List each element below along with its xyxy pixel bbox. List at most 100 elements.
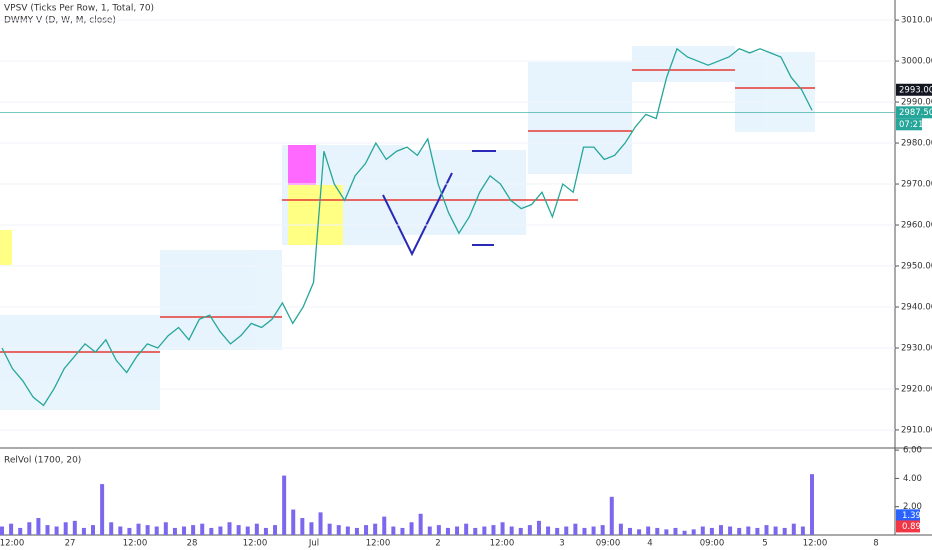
y-tick-label: 2940.00: [901, 303, 932, 313]
volume-bar: [464, 523, 469, 535]
y-tick-label: 2920.00: [901, 384, 932, 394]
x-tick-label: 12:00: [0, 539, 24, 549]
y-tick-label: 2990.00: [901, 98, 932, 108]
y-tick-label: 6.00: [903, 446, 922, 456]
y-tick-label: 4.00: [903, 474, 922, 484]
volume-bar: [136, 523, 141, 535]
profile-box: [160, 250, 282, 350]
y-tick-label: 2950.00: [901, 262, 932, 272]
volume-bar: [309, 522, 314, 535]
volume-bar: [145, 525, 150, 535]
volume-bar: [318, 512, 323, 535]
volume-marker-label: 0.89: [902, 522, 921, 532]
volume-bar: [773, 526, 778, 535]
profile-box: [528, 62, 632, 174]
volume-bar: [618, 523, 623, 535]
volume-bar: [300, 518, 305, 535]
volume-bar: [518, 527, 523, 535]
volume-bar: [109, 522, 114, 535]
profile-box: [632, 46, 735, 82]
volume-bar: [54, 526, 59, 535]
price-line: [1, 47, 813, 407]
volume-bar: [245, 526, 250, 535]
volume-bar: [737, 527, 742, 535]
price-marker-box: [896, 106, 932, 119]
volume-marker-box: [896, 520, 920, 533]
volume-bar: [746, 526, 751, 535]
y-tick-label: 2.00: [903, 502, 922, 512]
volume-bar: [163, 522, 168, 535]
volume-bar: [263, 527, 268, 535]
volume-bar: [154, 526, 159, 535]
y-tick-label: 2910.00: [901, 425, 932, 435]
volume-bar: [200, 523, 205, 535]
volume-bar: [427, 526, 432, 535]
volume-bar: [509, 526, 514, 535]
y-tick-label: 2970.00: [901, 180, 932, 190]
volume-bar: [673, 527, 678, 535]
y-tick-label: 2930.00: [901, 343, 932, 353]
volume-bar: [100, 484, 105, 535]
profile-box: [288, 145, 316, 185]
volume-bar: [254, 523, 259, 535]
volume-bar: [63, 522, 68, 535]
volume-bar: [582, 527, 587, 535]
volume-bar: [800, 526, 805, 535]
chart-title: VPSV (Ticks Per Row, 1, Total, 70): [4, 4, 154, 14]
x-tick-label: 12:00: [803, 539, 828, 549]
volume-bar: [445, 527, 450, 535]
volume-bar: [709, 527, 714, 535]
volume-bar: [536, 520, 541, 535]
volume-bar: [236, 525, 241, 535]
volume-bar: [591, 526, 596, 535]
volume-bar: [627, 527, 632, 535]
volume-bar: [382, 516, 387, 535]
volume-marker-label: 1.39: [902, 511, 921, 521]
volume-bar: [364, 525, 369, 535]
x-tick-label: 8: [873, 539, 878, 549]
volume-bar: [400, 527, 405, 535]
volume-bar: [609, 496, 614, 535]
volume-bar: [691, 529, 696, 535]
volume-bar: [282, 475, 287, 535]
volume-bar: [527, 525, 532, 535]
volume-bar: [564, 526, 569, 535]
volume-bar: [118, 526, 123, 535]
volume-bar: [218, 526, 223, 535]
x-tick-label: 12:00: [490, 539, 515, 549]
profile-box: [0, 315, 160, 410]
x-tick-label: 09:00: [596, 539, 621, 549]
volume-bar: [546, 526, 551, 535]
volume-bar: [418, 513, 423, 535]
volume-bar: [0, 526, 4, 535]
profile-box: [404, 150, 526, 235]
volume-bar: [409, 522, 414, 535]
volume-bar: [9, 523, 14, 535]
volume-bar: [291, 509, 296, 535]
volume-bar: [391, 526, 396, 535]
volume-marker-box: [896, 509, 920, 522]
volume-bar: [718, 525, 723, 535]
volume-bar: [764, 525, 769, 535]
countdown-label: 07:21: [899, 120, 924, 130]
x-tick-label: 12:00: [366, 539, 391, 549]
volume-bar: [45, 525, 50, 535]
drawing: [382, 172, 453, 257]
price-marker-box: [896, 83, 932, 96]
volume-profiles: [0, 46, 815, 410]
volume-bar: [482, 526, 487, 535]
x-tick-label: 2: [435, 539, 440, 549]
volume-bar: [327, 523, 332, 535]
profile-box: [735, 52, 815, 132]
profile-box: [0, 230, 12, 265]
y-tick-label: 3010.00: [901, 16, 932, 26]
volume-bar: [455, 526, 460, 535]
x-tick-label: 5: [762, 539, 767, 549]
volume-bar: [91, 525, 96, 535]
volume-bar: [637, 529, 642, 535]
volume-bar: [728, 526, 733, 535]
y-tick-label: 2980.00: [901, 139, 932, 149]
y-tick-label: 2960.00: [901, 221, 932, 231]
volume-bar: [182, 526, 187, 535]
volume-bar: [491, 525, 496, 535]
